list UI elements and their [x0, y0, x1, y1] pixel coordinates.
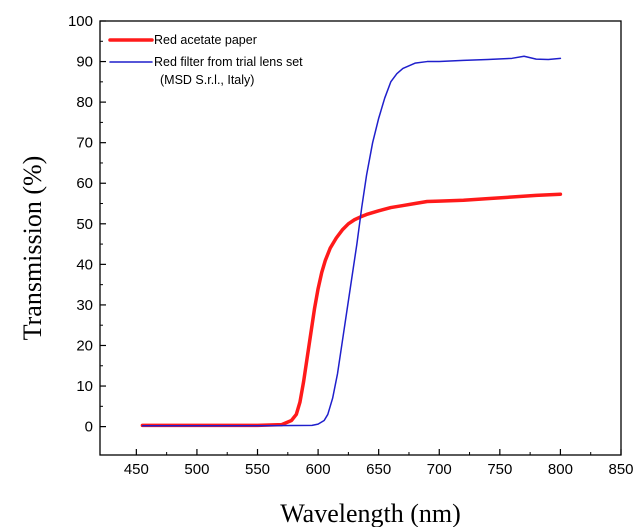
series-line-red-acetate-paper [140, 192, 563, 428]
x-tick-label: 500 [184, 461, 209, 478]
plot-frame [99, 20, 622, 456]
y-axis-ticks: 0 10 20 30 40 50 60 70 80 90 100 [68, 13, 106, 436]
series-line-red-filter [141, 55, 562, 427]
legend-entry-label: Red filter from trial lens set [154, 55, 303, 69]
x-tick-label: 750 [487, 461, 512, 478]
legend: Red acetate paper Red filter from trial l… [108, 33, 303, 87]
y-axis-label: Transmission (%) [18, 156, 47, 341]
y-tick-label: 0 [85, 419, 93, 436]
y-tick-label: 60 [76, 175, 93, 192]
y-tick-label: 70 [76, 135, 93, 152]
legend-entry-label: (MSD S.r.l., Italy) [160, 73, 254, 87]
x-axis-label: Wavelength (nm) [280, 499, 461, 527]
y-tick-label: 10 [76, 378, 93, 395]
y-tick-label: 100 [68, 13, 93, 30]
x-tick-label: 800 [548, 461, 573, 478]
y-tick-label: 80 [76, 94, 93, 111]
x-tick-label: 450 [124, 461, 149, 478]
x-tick-label: 550 [245, 461, 270, 478]
y-tick-label: 90 [76, 54, 93, 71]
x-tick-label: 600 [306, 461, 331, 478]
y-tick-label: 20 [76, 337, 93, 354]
x-tick-label: 650 [366, 461, 391, 478]
y-tick-label: 50 [76, 216, 93, 233]
x-tick-label: 850 [608, 461, 633, 478]
x-tick-label: 700 [427, 461, 452, 478]
y-tick-label: 40 [76, 256, 93, 273]
legend-entry-label: Red acetate paper [154, 33, 257, 47]
y-tick-label: 30 [76, 297, 93, 314]
x-axis-ticks: 450 500 550 600 650 700 750 800 850 [124, 449, 634, 478]
series-lines [140, 55, 563, 428]
